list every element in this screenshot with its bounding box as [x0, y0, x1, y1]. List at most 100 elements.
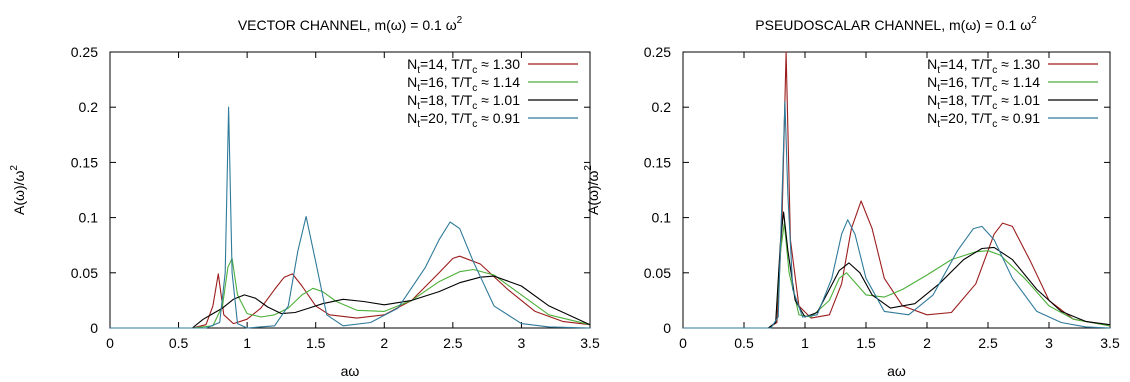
x-tick-label: 2.5 — [978, 335, 998, 351]
legend-label-1: Nt=16, T/Tc ≈ 1.14 — [927, 74, 1040, 94]
legend-subscript: c — [992, 119, 997, 130]
y-tick-label: 0.1 — [79, 210, 99, 226]
legend-text: N — [927, 92, 937, 108]
legend-text: ≈ 1.01 — [997, 92, 1040, 108]
y-tick-label: 0 — [90, 320, 98, 336]
legend-subscript: t — [937, 119, 940, 130]
legend-subscript: t — [937, 83, 940, 94]
series-line-0 — [683, 51, 1111, 329]
x-tick-label: 1.5 — [306, 335, 326, 351]
y-tick-label: 0.05 — [644, 265, 671, 281]
chart-panel-vector: 0 0.5 1 1.5 2 2.5 3 3.5 0 0.05 0.1 0.15 0.2 0.25 VECTO… — [9, 15, 600, 379]
x-tick-label: 3 — [518, 335, 526, 351]
legend-text: N — [407, 92, 417, 108]
y-tick-label: 0.2 — [652, 99, 672, 115]
series-line-2 — [683, 211, 1111, 329]
x-tick-label: 2 — [923, 335, 931, 351]
plot-frame — [109, 51, 591, 329]
chart-title-superscript: 2 — [1031, 15, 1037, 26]
x-axis-label: aω — [341, 363, 360, 379]
legend-text: =14, T/T — [940, 56, 993, 72]
legend-text: ≈ 0.91 — [477, 110, 520, 126]
y-tick-label: 0.05 — [71, 265, 98, 281]
x-tick-label: 2 — [380, 335, 388, 351]
series-line-0 — [110, 255, 591, 329]
legend-text: N — [927, 110, 937, 126]
y-axis-label: A(ω)/ω2 — [9, 165, 27, 215]
x-tick-label: 1.5 — [856, 335, 876, 351]
x-tick-label: 3.5 — [580, 335, 600, 351]
y-tick-label: 0.2 — [79, 99, 99, 115]
y-tick-label: 0.25 — [71, 44, 98, 60]
legend-text: =20, T/T — [940, 110, 993, 126]
y-axis-label-superscript: 2 — [9, 165, 20, 171]
legend-subscript: t — [417, 119, 420, 130]
legend-text: =16, T/T — [940, 74, 993, 90]
chart-panel-pseudoscalar: 0 0.5 1 1.5 2 2.5 3 3.5 0 0.05 0.1 0.15 0.2 0.25 PSEUD… — [583, 15, 1120, 379]
plot-frame — [682, 51, 1111, 329]
x-tick-label: 1 — [243, 335, 251, 351]
x-tick-label: 3.5 — [1100, 335, 1120, 351]
y-axis-label-superscript: 2 — [583, 165, 594, 171]
legend-label-1: Nt=16, T/Tc ≈ 1.14 — [407, 74, 520, 94]
y-tick-label: 0.1 — [652, 210, 672, 226]
legend-subscript: c — [472, 65, 477, 76]
legend-label-3: Nt=20, T/Tc ≈ 0.91 — [407, 110, 520, 130]
x-tick-label: 2.5 — [443, 335, 463, 351]
chart-title-text: VECTOR CHANNEL, m(ω) = 0.1 ω — [238, 17, 457, 33]
series-line-3 — [683, 101, 1111, 329]
series-line-1 — [110, 257, 591, 329]
y-tick-label: 0.15 — [644, 154, 671, 170]
legend-subscript: c — [992, 83, 997, 94]
x-axis-label: aω — [887, 363, 906, 379]
y-tick-label: 0 — [663, 320, 671, 336]
legend-text: ≈ 1.30 — [997, 56, 1040, 72]
chart-title-superscript: 2 — [457, 15, 463, 26]
legend-subscript: t — [417, 65, 420, 76]
legend-label-2: Nt=18, T/Tc ≈ 1.01 — [927, 92, 1040, 112]
legend-subscript: t — [937, 101, 940, 112]
legend-text: ≈ 0.91 — [997, 110, 1040, 126]
legend-label-2: Nt=18, T/Tc ≈ 1.01 — [407, 92, 520, 112]
y-axis-label-text: A(ω)/ω — [11, 171, 27, 215]
x-tick-label: 0 — [679, 335, 687, 351]
chart-title: PSEUDOSCALAR CHANNEL, m(ω) = 0.1 ω2 — [755, 15, 1037, 33]
legend-subscript: c — [992, 65, 997, 76]
legend-text: ≈ 1.30 — [477, 56, 520, 72]
legend-text: ≈ 1.14 — [997, 74, 1040, 90]
legend-text: N — [407, 56, 417, 72]
legend-subscript: t — [937, 65, 940, 76]
x-tick-label: 1 — [801, 335, 809, 351]
legend-subscript: c — [992, 101, 997, 112]
legend-subscript: c — [472, 119, 477, 130]
legend-text: =16, T/T — [420, 74, 473, 90]
y-axis-label: A(ω)/ω2 — [583, 165, 601, 215]
legend-text: =20, T/T — [420, 110, 473, 126]
legend-subscript: t — [417, 83, 420, 94]
x-tick-label: 0.5 — [169, 335, 189, 351]
series-line-1 — [683, 222, 1111, 329]
legend-text: N — [927, 56, 937, 72]
y-axis-label-text: A(ω)/ω — [585, 171, 601, 215]
legend-text: =18, T/T — [420, 92, 473, 108]
x-tick-label: 0.5 — [734, 335, 754, 351]
series-line-3 — [110, 106, 591, 329]
legend-text: ≈ 1.01 — [477, 92, 520, 108]
legend-text: =18, T/T — [940, 92, 993, 108]
y-tick-label: 0.15 — [71, 154, 98, 170]
legend-text: ≈ 1.14 — [477, 74, 520, 90]
legend-label-3: Nt=20, T/Tc ≈ 0.91 — [927, 110, 1040, 130]
legend-text: N — [407, 110, 417, 126]
legend-label-0: Nt=14, T/Tc ≈ 1.30 — [407, 56, 520, 76]
chart-title: VECTOR CHANNEL, m(ω) = 0.1 ω2 — [238, 15, 463, 33]
legend-subscript: c — [472, 83, 477, 94]
legend-text: N — [927, 74, 937, 90]
legend-subscript: t — [417, 101, 420, 112]
y-tick-label: 0.25 — [644, 44, 671, 60]
x-tick-label: 0 — [106, 335, 114, 351]
chart-title-text: PSEUDOSCALAR CHANNEL, m(ω) = 0.1 ω — [755, 17, 1031, 33]
legend-text: N — [407, 74, 417, 90]
series-line-2 — [110, 275, 591, 329]
legend-label-0: Nt=14, T/Tc ≈ 1.30 — [927, 56, 1040, 76]
